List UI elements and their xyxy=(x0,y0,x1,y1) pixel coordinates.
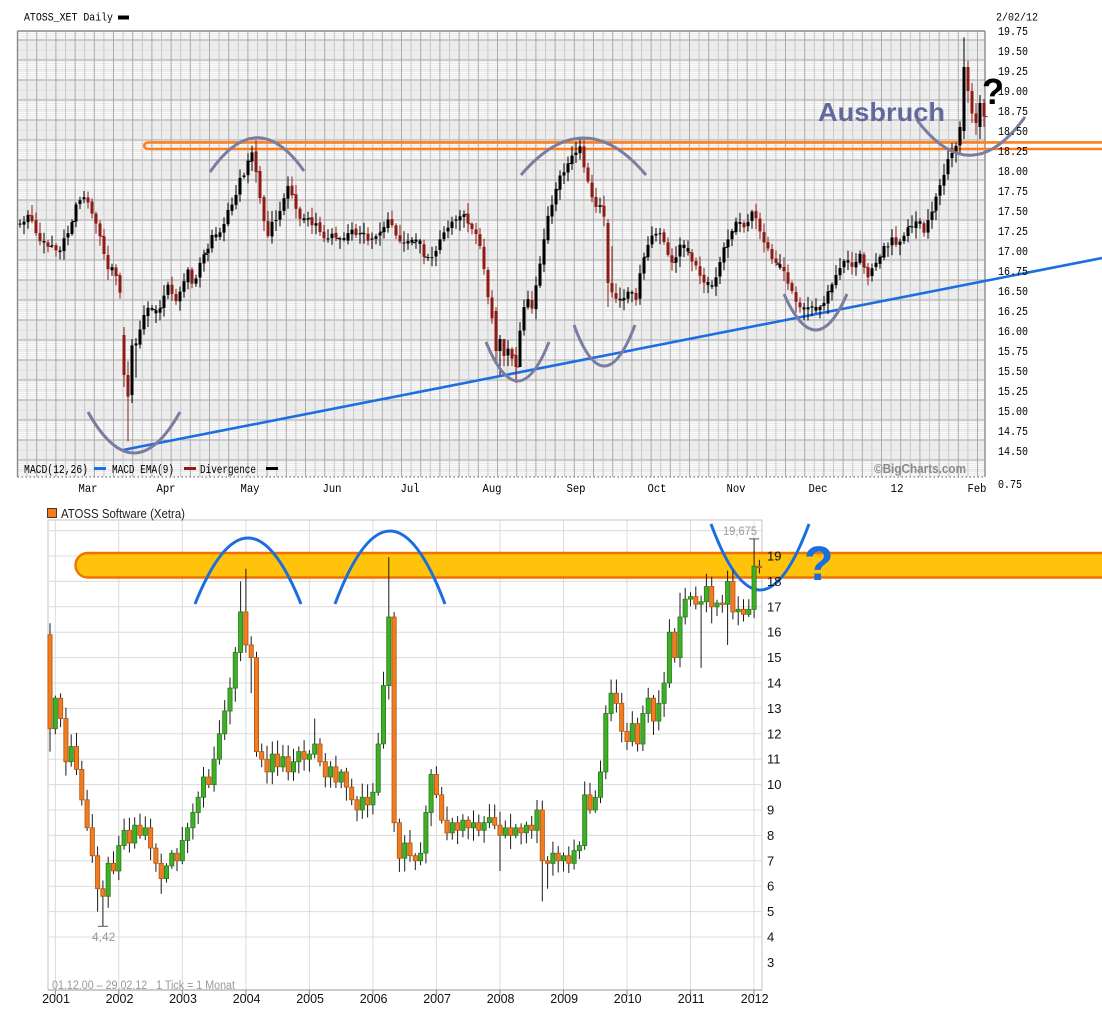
svg-text:15: 15 xyxy=(767,650,781,665)
svg-text:18.75: 18.75 xyxy=(998,105,1028,119)
svg-text:ATOSS Software (Xetra): ATOSS Software (Xetra) xyxy=(61,507,185,521)
svg-text:2010: 2010 xyxy=(614,992,642,1006)
svg-text:2003: 2003 xyxy=(169,992,197,1006)
svg-text:19,675: 19,675 xyxy=(723,524,757,538)
svg-text:Jul: Jul xyxy=(401,482,420,496)
svg-text:2005: 2005 xyxy=(296,992,324,1006)
svg-text:18.00: 18.00 xyxy=(998,165,1028,179)
svg-text:15.75: 15.75 xyxy=(998,345,1028,359)
svg-text:18: 18 xyxy=(767,574,781,589)
svg-text:Feb: Feb xyxy=(968,482,987,496)
svg-text:2/02/12: 2/02/12 xyxy=(996,13,1038,25)
svg-text:01.12.00 – 29.02.12 1 Tick =: 01.12.00 – 29.02.12 1 Tick = 1 Monat xyxy=(52,980,236,992)
svg-text:2009: 2009 xyxy=(550,992,578,1006)
svg-text:16.50: 16.50 xyxy=(998,285,1028,299)
svg-text:2007: 2007 xyxy=(423,992,451,1006)
svg-text:17.25: 17.25 xyxy=(998,225,1028,239)
svg-text:2008: 2008 xyxy=(487,992,515,1006)
svg-text:Dec: Dec xyxy=(809,482,828,496)
svg-text:17: 17 xyxy=(767,599,781,614)
svg-text:19.25: 19.25 xyxy=(998,65,1028,79)
svg-text:16.75: 16.75 xyxy=(998,265,1028,279)
svg-text:2006: 2006 xyxy=(360,992,388,1006)
svg-text:19.00: 19.00 xyxy=(998,85,1028,99)
svg-text:2011: 2011 xyxy=(678,992,705,1006)
svg-text:?: ? xyxy=(982,71,1004,112)
svg-text:19.75: 19.75 xyxy=(998,25,1028,39)
svg-text:2002: 2002 xyxy=(106,992,134,1006)
svg-text:15.00: 15.00 xyxy=(998,405,1028,419)
svg-text:Jun: Jun xyxy=(323,482,342,496)
svg-text:ATOSS_XET Daily: ATOSS_XET Daily xyxy=(24,13,113,25)
svg-text:13: 13 xyxy=(767,701,781,716)
svg-text:19.50: 19.50 xyxy=(998,45,1028,59)
svg-text:7: 7 xyxy=(767,853,774,868)
svg-text:May: May xyxy=(241,482,260,496)
svg-text:17.50: 17.50 xyxy=(998,205,1028,219)
svg-text:16: 16 xyxy=(767,625,781,640)
svg-text:0.75: 0.75 xyxy=(998,478,1022,492)
svg-text:18.50: 18.50 xyxy=(998,125,1028,139)
svg-text:12: 12 xyxy=(891,482,904,496)
svg-text:8: 8 xyxy=(767,828,774,843)
svg-text:?: ? xyxy=(804,538,833,591)
svg-text:14: 14 xyxy=(767,676,781,691)
svg-text:12: 12 xyxy=(767,726,781,741)
svg-text:14.50: 14.50 xyxy=(998,445,1028,459)
svg-text:MACD(12,26): MACD(12,26) xyxy=(24,463,88,477)
svg-text:2004: 2004 xyxy=(233,992,261,1006)
svg-text:10: 10 xyxy=(767,777,781,792)
svg-text:Oct: Oct xyxy=(648,482,667,496)
svg-text:Ausbruch: Ausbruch xyxy=(818,97,945,127)
svg-text:Aug: Aug xyxy=(483,482,502,496)
svg-text:MACD EMA(9): MACD EMA(9) xyxy=(112,463,174,477)
svg-text:Apr: Apr xyxy=(157,482,176,496)
svg-text:18.25: 18.25 xyxy=(998,145,1028,159)
svg-text:15.50: 15.50 xyxy=(998,365,1028,379)
svg-text:4,42: 4,42 xyxy=(92,930,116,944)
svg-text:4: 4 xyxy=(767,930,774,945)
svg-text:6: 6 xyxy=(767,879,774,894)
svg-text:16.00: 16.00 xyxy=(998,325,1028,339)
svg-text:17.00: 17.00 xyxy=(998,245,1028,259)
svg-text:15.25: 15.25 xyxy=(998,385,1028,399)
svg-text:19: 19 xyxy=(767,549,781,564)
svg-text:Sep: Sep xyxy=(567,482,586,496)
svg-text:9: 9 xyxy=(767,803,774,818)
svg-text:©BigCharts.com: ©BigCharts.com xyxy=(874,461,966,476)
svg-text:2001: 2001 xyxy=(42,992,70,1006)
svg-text:Nov: Nov xyxy=(727,482,746,496)
svg-text:14.75: 14.75 xyxy=(998,425,1028,439)
svg-text:5: 5 xyxy=(767,904,774,919)
svg-text:16.25: 16.25 xyxy=(998,305,1028,319)
svg-text:3: 3 xyxy=(767,955,774,970)
svg-text:17.75: 17.75 xyxy=(998,185,1028,199)
svg-text:Mar: Mar xyxy=(79,482,98,496)
svg-text:11: 11 xyxy=(767,752,781,767)
svg-text:Divergence: Divergence xyxy=(200,463,256,477)
svg-text:2012: 2012 xyxy=(741,992,769,1006)
